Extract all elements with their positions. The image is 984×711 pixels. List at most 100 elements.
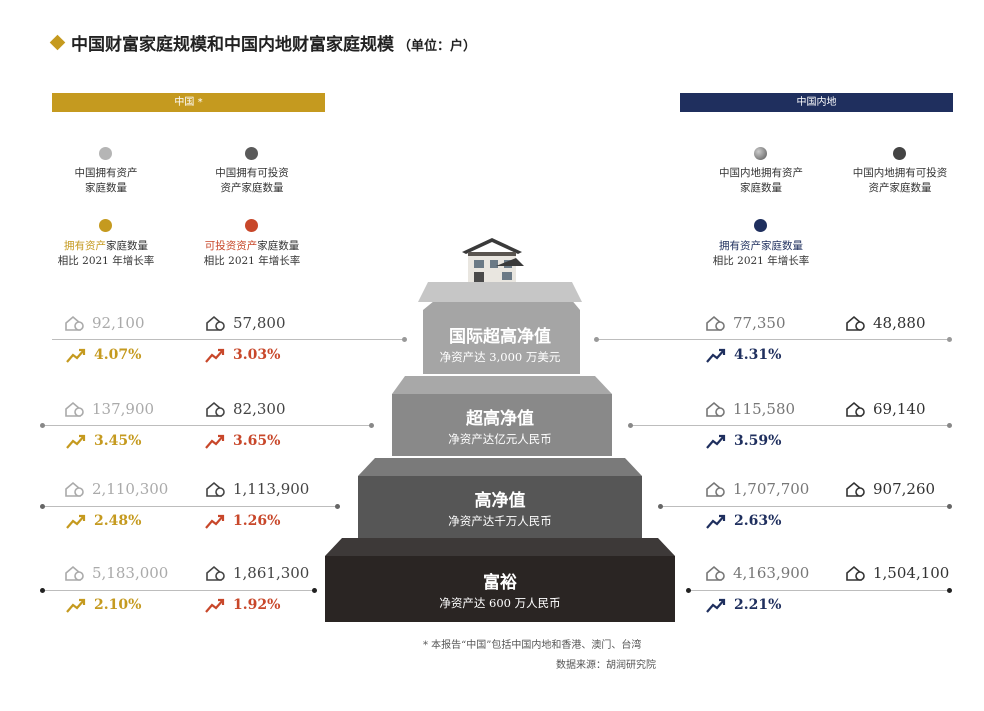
connector-dot bbox=[594, 337, 599, 342]
connector-dot bbox=[369, 423, 374, 428]
tier-2-label: 超高净值 净资产达亿元人民币 bbox=[448, 409, 552, 446]
connector-dot bbox=[947, 588, 952, 593]
cn-invest-growth: 3.65% bbox=[205, 433, 280, 449]
legend-dot-charcoal bbox=[893, 147, 906, 160]
cn-assets-value: 2,110,300 bbox=[64, 480, 168, 498]
connector-dot bbox=[335, 504, 340, 509]
house-coin-icon bbox=[706, 565, 725, 581]
tier-3-label: 高净值 净资产达千万人民币 bbox=[448, 491, 552, 528]
cn-invest-growth: 1.92% bbox=[205, 597, 280, 613]
connector-dot bbox=[628, 423, 633, 428]
data-source: 数据来源：胡润研究院 bbox=[556, 660, 656, 671]
ml-assets-value: 115,580 bbox=[705, 400, 795, 418]
trend-up-icon bbox=[66, 434, 86, 449]
connector-dot bbox=[686, 588, 691, 593]
connector-dot bbox=[947, 337, 952, 342]
cn-invest-growth: 3.03% bbox=[205, 347, 280, 363]
pyramid-graphic bbox=[325, 282, 675, 622]
trend-up-icon bbox=[205, 348, 225, 363]
house-coin-icon bbox=[846, 481, 865, 497]
house-coin-icon bbox=[206, 565, 225, 581]
legend-dot-dark-gray bbox=[245, 147, 258, 160]
footnote: * 本报告“中国”包括中国内地和香港、澳门、台湾 bbox=[423, 640, 642, 651]
house-coin-icon bbox=[206, 481, 225, 497]
legend-cn-assets-growth: 拥有资产家庭数量 相比 2021 年增长率 bbox=[57, 240, 155, 267]
trend-up-icon bbox=[706, 434, 726, 449]
ml-growth: 3.59% bbox=[706, 433, 781, 449]
cn-assets-growth: 3.45% bbox=[66, 433, 141, 449]
connector-line bbox=[42, 425, 372, 426]
ml-assets-value: 77,350 bbox=[705, 314, 786, 332]
cn-assets-growth: 2.48% bbox=[66, 513, 141, 529]
connector-line bbox=[42, 590, 317, 591]
trend-up-icon bbox=[205, 514, 225, 529]
house-coin-icon bbox=[846, 401, 865, 417]
ml-assets-value: 4,163,900 bbox=[705, 564, 809, 582]
trend-up-icon bbox=[706, 598, 726, 613]
legend-cn-assets: 中国拥有资产 家庭数量 bbox=[74, 167, 138, 194]
ml-growth: 2.21% bbox=[706, 597, 781, 613]
ml-assets-value: 1,707,700 bbox=[705, 480, 809, 498]
trend-up-icon bbox=[706, 348, 726, 363]
house-coin-icon bbox=[706, 481, 725, 497]
ml-invest-value: 907,260 bbox=[845, 480, 935, 498]
connector-dot bbox=[312, 588, 317, 593]
legend-ml-assets: 中国内地拥有资产 家庭数量 bbox=[719, 167, 803, 194]
cn-assets-value: 5,183,000 bbox=[64, 564, 168, 582]
china-header: 中国 * bbox=[52, 93, 325, 112]
legend-ml-invest: 中国内地拥有可投资 资产家庭数量 bbox=[852, 167, 948, 194]
house-coin-icon bbox=[846, 565, 865, 581]
ml-growth: 2.63% bbox=[706, 513, 781, 529]
cn-invest-value: 1,113,900 bbox=[205, 480, 309, 498]
legend-cn-invest-growth: 可投资资产家庭数量 相比 2021 年增长率 bbox=[203, 240, 301, 267]
cn-invest-value: 1,861,300 bbox=[205, 564, 309, 582]
house-coin-icon bbox=[65, 401, 84, 417]
trend-up-icon bbox=[706, 514, 726, 529]
connector-line bbox=[52, 339, 404, 340]
trend-up-icon bbox=[205, 598, 225, 613]
trend-up-icon bbox=[66, 514, 86, 529]
house-icon bbox=[460, 238, 526, 288]
ml-growth: 4.31% bbox=[706, 347, 781, 363]
mainland-header: 中国内地 bbox=[680, 93, 953, 112]
house-coin-icon bbox=[206, 401, 225, 417]
legend-ml-growth: 拥有资产家庭数量 相比 2021 年增长率 bbox=[712, 240, 810, 267]
connector-dot bbox=[947, 504, 952, 509]
trend-up-icon bbox=[66, 348, 86, 363]
connector-line bbox=[688, 590, 950, 591]
connector-dot bbox=[947, 423, 952, 428]
cn-assets-growth: 4.07% bbox=[66, 347, 141, 363]
connector-line bbox=[42, 506, 338, 507]
legend-cn-invest: 中国拥有可投资 资产家庭数量 bbox=[215, 167, 289, 194]
cn-invest-value: 57,800 bbox=[205, 314, 286, 332]
tier-4-label: 富裕 净资产达 600 万人民币 bbox=[439, 573, 561, 610]
legend-dot-navy bbox=[754, 219, 767, 232]
page-title: 中国财富家庭规模和中国内地财富家庭规模 （单位：户） bbox=[49, 30, 477, 55]
diamond-bullet-icon bbox=[49, 34, 66, 51]
unit-label: （单位：户） bbox=[398, 39, 477, 54]
connector-line bbox=[598, 339, 951, 340]
connector-line bbox=[662, 506, 950, 507]
ml-invest-value: 1,504,100 bbox=[845, 564, 949, 582]
ml-invest-value: 48,880 bbox=[845, 314, 926, 332]
trend-up-icon bbox=[205, 434, 225, 449]
cn-assets-value: 92,100 bbox=[64, 314, 145, 332]
legend-dot-gold bbox=[99, 219, 112, 232]
connector-dot bbox=[40, 588, 45, 593]
cn-invest-growth: 1.26% bbox=[205, 513, 280, 529]
connector-dot bbox=[402, 337, 407, 342]
house-coin-icon bbox=[65, 565, 84, 581]
legend-dot-red bbox=[245, 219, 258, 232]
ml-invest-value: 69,140 bbox=[845, 400, 926, 418]
house-coin-icon bbox=[65, 481, 84, 497]
house-coin-icon bbox=[706, 401, 725, 417]
house-coin-icon bbox=[706, 315, 725, 331]
house-coin-icon bbox=[65, 315, 84, 331]
connector-line bbox=[632, 425, 950, 426]
connector-dot bbox=[40, 423, 45, 428]
tier-1-label: 国际超高净值 净资产达 3,000 万美元 bbox=[439, 327, 561, 364]
cn-invest-value: 82,300 bbox=[205, 400, 286, 418]
connector-dot bbox=[40, 504, 45, 509]
cn-assets-value: 137,900 bbox=[64, 400, 154, 418]
house-coin-icon bbox=[206, 315, 225, 331]
